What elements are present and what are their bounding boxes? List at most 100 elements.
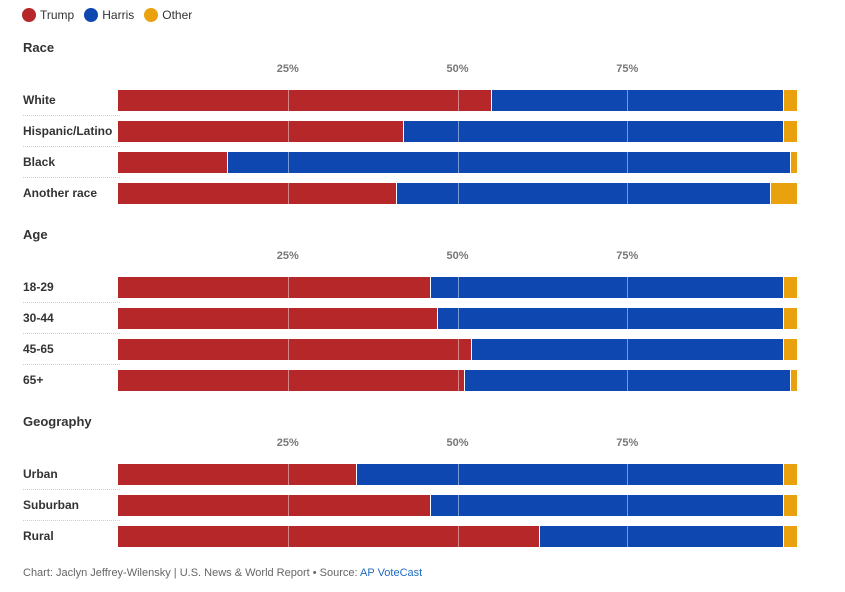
stacked-bar	[118, 152, 797, 173]
bar-segment-other[interactable]	[783, 339, 797, 360]
legend-swatch-trump	[22, 8, 36, 22]
row-divider	[23, 146, 120, 147]
bar-segment-trump[interactable]	[118, 152, 227, 173]
gridline	[457, 85, 459, 209]
gridline	[287, 272, 289, 396]
bar-segment-trump[interactable]	[118, 121, 404, 142]
bar-row: 45-65	[0, 334, 800, 365]
category-label: 30-44	[23, 311, 54, 325]
bar-segment-other[interactable]	[783, 464, 797, 485]
x-tick-label: 75%	[616, 250, 639, 262]
bar-segment-harris[interactable]	[403, 121, 784, 142]
row-divider	[23, 302, 120, 303]
stacked-bar	[118, 464, 797, 485]
x-tick-label: 25%	[276, 250, 299, 262]
gridline	[457, 272, 459, 396]
x-tick-label: 25%	[276, 63, 299, 75]
bar-row: 18-29	[0, 272, 800, 303]
category-label: White	[23, 93, 56, 107]
section-title: Race	[23, 40, 55, 55]
row-divider	[23, 115, 120, 116]
bar-segment-other[interactable]	[783, 526, 797, 547]
legend-item-trump: Trump	[22, 8, 74, 22]
category-label: 45-65	[23, 342, 54, 356]
bar-row: Suburban	[0, 490, 800, 521]
bar-segment-other[interactable]	[790, 152, 797, 173]
category-label: 18-29	[23, 280, 54, 294]
bar-segment-trump[interactable]	[118, 495, 431, 516]
legend-item-other: Other	[144, 8, 192, 22]
bar-segment-harris[interactable]	[464, 370, 791, 391]
stacked-bar	[118, 183, 797, 204]
bar-segment-other[interactable]	[790, 370, 797, 391]
bar-segment-harris[interactable]	[471, 339, 784, 360]
category-label: Hispanic/Latino	[23, 124, 113, 138]
bar-row: Another race	[0, 178, 800, 209]
gridline	[627, 459, 629, 552]
category-label: Black	[23, 155, 56, 169]
bar-segment-other[interactable]	[783, 121, 797, 142]
category-label: Another race	[23, 186, 98, 200]
legend-item-harris: Harris	[84, 8, 134, 22]
bar-segment-harris[interactable]	[396, 183, 770, 204]
bar-row: 30-44	[0, 303, 800, 334]
bar-segment-other[interactable]	[769, 183, 797, 204]
bar-segment-harris[interactable]	[355, 464, 784, 485]
gridline	[287, 459, 289, 552]
row-divider	[23, 520, 120, 521]
category-label: 65+	[23, 373, 44, 387]
x-tick-label: 50%	[446, 437, 469, 449]
gridline	[287, 85, 289, 209]
bar-row: White	[0, 85, 800, 116]
gridline	[627, 272, 629, 396]
legend-swatch-harris	[84, 8, 99, 22]
bar-segment-trump[interactable]	[118, 370, 465, 391]
section-race: Race 25% 50% 75% White Hispanic/Latino Black An…	[0, 40, 845, 210]
bar-segment-trump[interactable]	[118, 339, 472, 360]
bar-segment-harris[interactable]	[437, 308, 784, 329]
stacked-bar	[118, 370, 797, 391]
bar-segment-other[interactable]	[783, 495, 797, 516]
stacked-bar	[118, 90, 797, 111]
chart-legend: Trump Harris Other	[22, 7, 202, 23]
bar-segment-trump[interactable]	[118, 308, 438, 329]
stacked-bar	[118, 495, 797, 516]
section-title: Geography	[23, 414, 92, 429]
bar-segment-other[interactable]	[783, 277, 797, 298]
row-divider	[23, 489, 120, 490]
bar-segment-other[interactable]	[783, 308, 797, 329]
legend-swatch-other	[144, 8, 159, 22]
bar-row: Urban	[0, 459, 800, 490]
bar-segment-trump[interactable]	[118, 277, 431, 298]
stacked-bar	[118, 308, 797, 329]
gridline	[457, 459, 459, 552]
bar-segment-harris[interactable]	[226, 152, 791, 173]
bar-row: 65+	[0, 365, 800, 396]
bar-segment-harris[interactable]	[430, 495, 784, 516]
section-geography: Geography 25% 50% 75% Urban Suburban Rural	[0, 414, 845, 584]
legend-label: Trump	[40, 8, 75, 22]
x-tick-label: 25%	[276, 437, 299, 449]
category-label: Rural	[23, 529, 54, 543]
category-label: Urban	[23, 467, 58, 481]
bar-segment-harris[interactable]	[491, 90, 784, 111]
bar-row: Rural	[0, 521, 800, 552]
source-link[interactable]: AP VoteCast	[360, 567, 423, 579]
bar-segment-trump[interactable]	[118, 90, 492, 111]
section-title: Age	[23, 227, 48, 242]
stacked-bar	[118, 277, 797, 298]
bar-segment-harris[interactable]	[430, 277, 784, 298]
x-tick-label: 50%	[446, 250, 469, 262]
bar-segment-trump[interactable]	[118, 183, 397, 204]
stacked-bar	[118, 526, 797, 547]
x-tick-label: 50%	[446, 63, 469, 75]
chart-footer: Chart: Jaclyn Jeffrey-Wilensky | U.S. Ne…	[23, 567, 422, 579]
bar-segment-other[interactable]	[783, 90, 797, 111]
bar-segment-harris[interactable]	[538, 526, 784, 547]
section-age: Age 25% 50% 75% 18-29 30-44 45-65 65+	[0, 227, 845, 397]
bar-row: Black	[0, 147, 800, 178]
legend-label: Other	[162, 8, 193, 22]
bar-segment-trump[interactable]	[118, 464, 356, 485]
bar-segment-trump[interactable]	[118, 526, 539, 547]
stacked-bar	[118, 121, 797, 142]
